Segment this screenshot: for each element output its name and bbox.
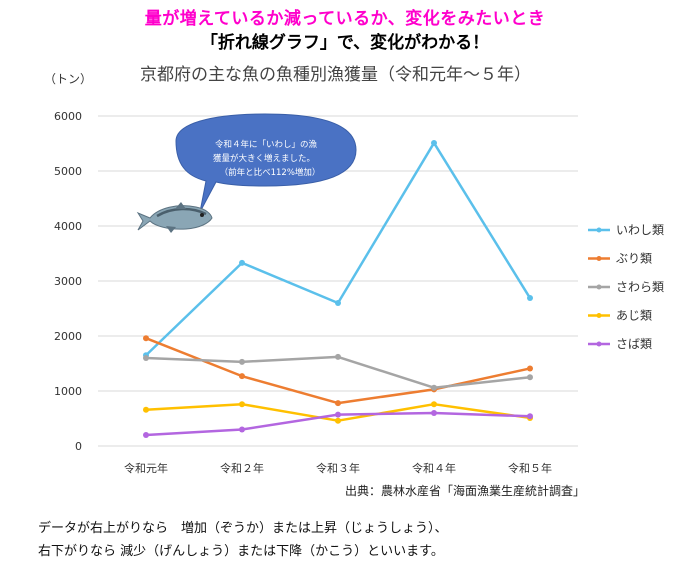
data-point-0-4 [527, 295, 533, 302]
legend-marker-0 [596, 227, 602, 233]
y-tick-label: 6000 [54, 110, 82, 123]
x-tick-label: 令和３年 [316, 461, 360, 475]
y-tick-label: 3000 [54, 275, 82, 288]
legend-label: さば類 [616, 337, 652, 351]
data-point-4-0 [143, 432, 149, 438]
headline-line1: 量が増えているか減っているか、変化をみたいとき [144, 9, 546, 29]
y-tick-label: 2000 [54, 330, 82, 343]
legend-label: いわし類 [616, 223, 664, 237]
chart-title: 京都府の主な魚の魚種別漁獲量（令和元年～５年） [140, 65, 531, 85]
data-point-1-1 [239, 373, 245, 380]
data-point-1-2 [335, 400, 341, 407]
line-chart: 0 1000 2000 3000 4000 5000 6000 令和元年 令和２年 令和３年 令和４… [54, 110, 664, 475]
callout-text-line2: 獲量が大きく増えました。 [213, 153, 315, 164]
y-tick-label: 5000 [54, 165, 82, 178]
y-tick-label: 0 [75, 440, 82, 453]
data-point-4-2 [335, 411, 341, 418]
callout-text-line3: （前年と比べ112%増加） [220, 167, 321, 178]
x-tick-label: 令和５年 [508, 461, 552, 475]
series-line-1 [145, 337, 531, 405]
data-point-2-3 [431, 384, 437, 391]
y-tick-label: 1000 [54, 385, 82, 398]
callout-text-line1: 令和４年に「いわし」の漁 [215, 139, 318, 150]
legend-marker-2 [596, 284, 602, 290]
data-point-4-3 [431, 410, 437, 416]
note-line1: データが右上がりなら 増加（ぞうか）または上昇（じょうしょう）、 [38, 521, 448, 536]
data-point-0-2 [335, 300, 341, 306]
series-line-2 [145, 355, 531, 389]
data-point-2-4 [527, 374, 533, 381]
legend-marker-3 [596, 313, 602, 318]
note-line2: 右下がりなら 減少（げんしょう）または下降（かこう）といいます。 [38, 544, 444, 559]
series-lines [143, 139, 533, 438]
axis-labels: 0 1000 2000 3000 4000 5000 6000 令和元年 令和２年 令和３年 令和４… [54, 110, 552, 475]
source-citation: 出典：農林水産省「海面漁業生産統計調査」 [345, 484, 586, 498]
data-point-1-4 [527, 365, 533, 372]
gridlines [98, 115, 578, 447]
legend-label: さわら類 [616, 280, 664, 294]
data-point-0-1 [239, 259, 245, 266]
legend-marker-1 [596, 256, 602, 261]
data-point-4-4 [527, 413, 533, 420]
data-point-3-1 [239, 401, 245, 408]
legend-label: あじ類 [616, 309, 652, 323]
y-axis-unit-label: （トン） [44, 72, 93, 86]
data-point-0-3 [431, 139, 437, 146]
callout-bubble: 令和４年に「いわし」の漁 獲量が大きく増えました。 （前年と比べ112%増加） [175, 113, 357, 213]
legend-label: ぶり類 [616, 252, 652, 266]
fish-icon [136, 202, 213, 233]
data-point-3-0 [143, 406, 149, 413]
data-point-2-1 [239, 358, 245, 365]
data-point-3-3 [431, 401, 437, 408]
headline-line2: 「折れ線グラフ」で、変化がわかる！ [200, 33, 490, 53]
x-tick-label: 令和４年 [412, 461, 456, 475]
data-point-3-2 [335, 417, 341, 424]
data-point-2-2 [335, 353, 341, 360]
y-tick-label: 4000 [54, 220, 82, 233]
data-point-2-0 [143, 355, 149, 361]
data-point-4-1 [239, 426, 245, 433]
x-tick-label: 令和元年 [124, 461, 168, 475]
legend-marker-4 [596, 341, 602, 347]
x-tick-label: 令和２年 [220, 461, 264, 475]
data-point-1-0 [143, 335, 149, 342]
